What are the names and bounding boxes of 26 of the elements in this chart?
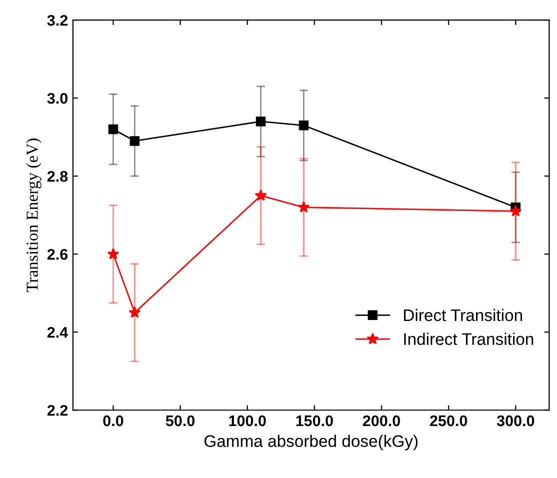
point <box>128 306 141 318</box>
x-tick-label: 100.0 <box>229 415 266 426</box>
legend-label: Direct Transition <box>404 308 522 322</box>
legend-label: Indirect Transition <box>404 332 534 346</box>
x-tick-label: 50.0 <box>166 415 195 426</box>
point <box>254 189 267 201</box>
point <box>256 116 266 126</box>
x-tick-label: 250.0 <box>430 415 468 426</box>
y-tick-label: 2.8 <box>47 170 68 182</box>
x-tick-label: 300.0 <box>496 415 534 426</box>
y-axis-title: Transition Energy (eV) <box>26 138 42 292</box>
point <box>298 201 310 212</box>
y-tick-label: 2.2 <box>47 404 68 416</box>
y-tick-label: 3.2 <box>47 14 68 26</box>
point <box>130 136 140 146</box>
point <box>107 248 120 260</box>
x-tick-label: 200.0 <box>362 415 400 426</box>
point <box>298 120 309 130</box>
y-tick-label: 2.6 <box>47 248 68 260</box>
point <box>510 204 522 216</box>
y-tick-label: 3.0 <box>47 92 68 104</box>
x-tick-label: 0.0 <box>103 415 124 426</box>
x-axis-title: Gamma absorbed dose(kGy) <box>204 434 418 450</box>
x-tick-label: 150.0 <box>296 415 333 426</box>
y-tick-label: 2.4 <box>47 326 68 338</box>
point <box>108 124 118 134</box>
